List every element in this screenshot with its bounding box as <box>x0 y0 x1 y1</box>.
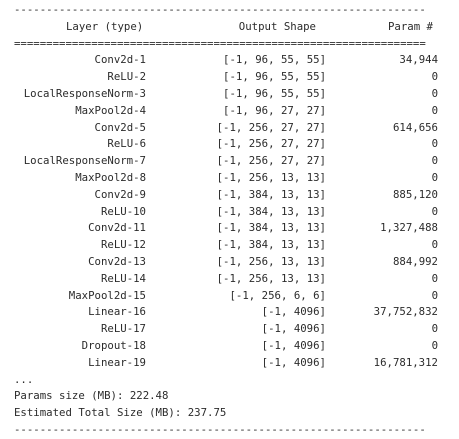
layer-name: MaxPool2d-4 <box>75 103 146 117</box>
header-divider: ========================================… <box>14 36 426 50</box>
param-count: 885,120 <box>392 187 438 201</box>
table-row: Conv2d-11 [-1, 384, 13, 13] 1,327,488 <box>14 220 444 237</box>
output-shape: [-1, 256, 27, 27] <box>216 154 326 168</box>
layer-name: MaxPool2d-15 <box>68 288 146 302</box>
param-count: 0 <box>431 288 438 302</box>
model-summary-output: ----------------------------------------… <box>14 2 444 439</box>
output-shape: [-1, 96, 55, 55] <box>223 70 326 84</box>
layer-name: ReLU-12 <box>100 238 146 252</box>
param-count: 0 <box>431 238 438 252</box>
table-row: Conv2d-1 [-1, 96, 55, 55] 34,944 <box>14 52 444 69</box>
table-row: Dropout-18 [-1, 4096] 0 <box>14 338 444 355</box>
layer-name: ReLU-10 <box>100 204 146 218</box>
table-row: ReLU-14 [-1, 256, 13, 13] 0 <box>14 271 444 288</box>
output-shape: [-1, 384, 13, 13] <box>216 187 326 201</box>
layer-name: Conv2d-1 <box>94 53 146 67</box>
total-size-text: Estimated Total Size (MB): 237.75 <box>14 406 227 420</box>
param-count: 0 <box>431 86 438 100</box>
top-divider: ----------------------------------------… <box>14 3 426 16</box>
table-row: ReLU-6 [-1, 256, 27, 27] 0 <box>14 136 444 153</box>
param-count: 884,992 <box>392 254 438 268</box>
output-shape: [-1, 256, 27, 27] <box>216 120 326 134</box>
truncation-ellipsis: ... <box>14 372 34 386</box>
param-count: 0 <box>431 170 438 184</box>
param-count: 614,656 <box>392 120 438 134</box>
layer-name: Conv2d-9 <box>94 187 146 201</box>
table-row: ReLU-10 [-1, 384, 13, 13] 0 <box>14 204 444 221</box>
output-shape: [-1, 384, 13, 13] <box>216 204 326 218</box>
param-count-header: Param # <box>387 19 433 33</box>
layer-name: Conv2d-13 <box>88 254 146 268</box>
layer-name: LocalResponseNorm-3 <box>23 86 146 100</box>
param-count: 0 <box>431 103 438 117</box>
layer-name: Linear-16 <box>88 305 146 319</box>
table-row: Linear-16 [-1, 4096] 37,752,832 <box>14 304 444 321</box>
table-header: Layer (type) Output Shape Param # <box>14 19 444 36</box>
param-count: 0 <box>431 322 438 336</box>
table-row: ReLU-12 [-1, 384, 13, 13] 0 <box>14 237 444 254</box>
output-shape: [-1, 96, 55, 55] <box>223 86 326 100</box>
layer-name: MaxPool2d-8 <box>75 170 146 184</box>
output-shape: [-1, 256, 27, 27] <box>216 137 326 151</box>
table-row: LocalResponseNorm-3 [-1, 96, 55, 55] 0 <box>14 86 444 103</box>
output-shape: [-1, 384, 13, 13] <box>216 221 326 235</box>
param-count: 37,752,832 <box>373 305 438 319</box>
table-row: LocalResponseNorm-7 [-1, 256, 27, 27] 0 <box>14 153 444 170</box>
param-count: 0 <box>431 204 438 218</box>
table-row: Conv2d-13 [-1, 256, 13, 13] 884,992 <box>14 254 444 271</box>
table-row: Linear-19 [-1, 4096] 16,781,312 <box>14 355 444 372</box>
output-shape: [-1, 4096] <box>261 305 326 319</box>
layer-name: ReLU-2 <box>107 70 146 84</box>
table-row: Conv2d-9 [-1, 384, 13, 13] 885,120 <box>14 187 444 204</box>
output-shape: [-1, 256, 13, 13] <box>216 170 326 184</box>
output-shape: [-1, 4096] <box>261 338 326 352</box>
layer-name: Conv2d-5 <box>94 120 146 134</box>
bottom-divider: ----------------------------------------… <box>14 422 426 436</box>
output-shape: [-1, 96, 55, 55] <box>223 53 326 67</box>
param-count: 0 <box>431 271 438 285</box>
output-shape: [-1, 96, 27, 27] <box>223 103 326 117</box>
params-size-text: Params size (MB): 222.48 <box>14 389 169 403</box>
layer-name: ReLU-14 <box>100 271 146 285</box>
table-row: MaxPool2d-15 [-1, 256, 6, 6] 0 <box>14 288 444 305</box>
output-shape: [-1, 4096] <box>261 322 326 336</box>
output-shape: [-1, 256, 13, 13] <box>216 271 326 285</box>
param-count: 1,327,488 <box>380 221 438 235</box>
table-row: Conv2d-5 [-1, 256, 27, 27] 614,656 <box>14 120 444 137</box>
layer-name: Linear-19 <box>88 355 146 369</box>
layer-table-body: Conv2d-1 [-1, 96, 55, 55] 34,944 ReLU-2 [-1… <box>14 52 444 371</box>
param-count: 0 <box>431 70 438 84</box>
layer-name: ReLU-17 <box>100 322 146 336</box>
param-count: 0 <box>431 154 438 168</box>
output-shape: [-1, 4096] <box>261 355 326 369</box>
output-shape: [-1, 384, 13, 13] <box>216 238 326 252</box>
param-count: 16,781,312 <box>373 355 438 369</box>
param-count: 34,944 <box>399 53 438 67</box>
layer-name: Dropout-18 <box>81 338 146 352</box>
output-shape: [-1, 256, 13, 13] <box>216 254 326 268</box>
layer-name: LocalResponseNorm-7 <box>23 154 146 168</box>
table-row: MaxPool2d-8 [-1, 256, 13, 13] 0 <box>14 170 444 187</box>
layer-name: ReLU-6 <box>107 137 146 151</box>
layer-type-header: Layer (type) <box>66 19 144 33</box>
table-row: ReLU-17 [-1, 4096] 0 <box>14 321 444 338</box>
output-shape-header: Output Shape <box>238 19 316 33</box>
param-count: 0 <box>431 137 438 151</box>
table-row: ReLU-2 [-1, 96, 55, 55] 0 <box>14 69 444 86</box>
output-shape: [-1, 256, 6, 6] <box>229 288 326 302</box>
table-row: MaxPool2d-4 [-1, 96, 27, 27] 0 <box>14 103 444 120</box>
layer-name: Conv2d-11 <box>88 221 146 235</box>
param-count: 0 <box>431 338 438 352</box>
